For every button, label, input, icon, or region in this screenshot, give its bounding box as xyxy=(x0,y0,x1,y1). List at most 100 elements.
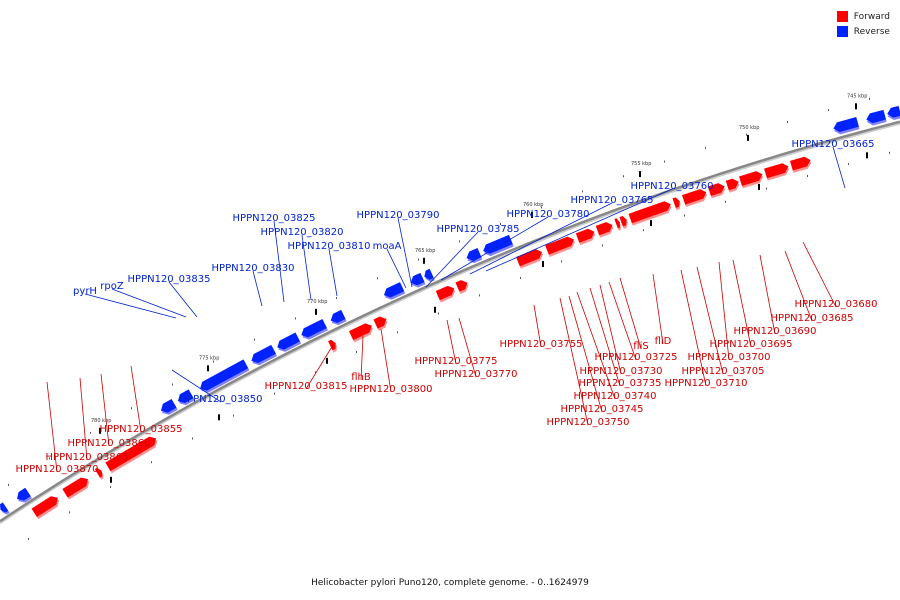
reverse-gene-4 xyxy=(200,359,250,393)
minor-tick xyxy=(295,317,296,320)
reverse-gene-9-body xyxy=(383,282,405,298)
leader-line xyxy=(568,295,603,413)
forward-gene-18 xyxy=(707,183,726,199)
forward-gene-13-body xyxy=(614,218,620,229)
reverse-gene-6 xyxy=(277,332,302,352)
minor-tick xyxy=(274,392,275,395)
forward-gene-6-body xyxy=(328,339,336,351)
major-tick xyxy=(218,414,220,421)
major-tick xyxy=(531,212,533,218)
reverse-gene-0-body xyxy=(0,502,9,513)
reverse-gene-7 xyxy=(301,319,328,340)
leader-line xyxy=(380,328,392,393)
reverse-gene-16 xyxy=(887,105,900,121)
major-tick xyxy=(434,306,436,313)
leader-line xyxy=(718,261,730,361)
major-tick xyxy=(758,183,760,190)
leader-line xyxy=(832,146,846,189)
leader-line xyxy=(328,248,338,297)
forward-gene-1 xyxy=(62,477,90,500)
minor-tick xyxy=(28,537,29,540)
gene-label: HPPN120_03695 xyxy=(710,339,793,350)
forward-gene-20 xyxy=(739,171,764,189)
minor-tick xyxy=(90,431,91,434)
gene-label: rpoZ xyxy=(100,281,124,292)
reverse-gene-0 xyxy=(0,502,10,515)
forward-gene-8-body xyxy=(455,280,468,292)
reverse-gene-9 xyxy=(383,282,406,300)
gene-label: pyrH xyxy=(73,286,97,297)
forward-gene-5-body xyxy=(373,316,387,329)
forward-gene-2 xyxy=(94,467,104,480)
leader-line xyxy=(652,273,664,345)
forward-gene-14 xyxy=(619,215,628,229)
reverse-gene-8 xyxy=(330,309,347,326)
forward-gene-22 xyxy=(789,156,812,173)
tick-label: 775 kbp xyxy=(199,355,219,361)
gene-label: HPPN120_03680 xyxy=(795,299,878,310)
forward-gene-16 xyxy=(672,197,681,211)
leader-line xyxy=(469,202,613,275)
minor-tick xyxy=(664,160,665,163)
leader-line xyxy=(533,304,542,348)
reverse-gene-14-body xyxy=(833,117,859,133)
minor-tick xyxy=(397,331,398,334)
leader-line xyxy=(576,291,616,400)
forward-gene-18-body xyxy=(707,183,725,197)
forward-gene-17-body xyxy=(682,189,707,205)
major-tick xyxy=(639,171,641,178)
forward-gene-19-body xyxy=(725,178,739,191)
minor-tick xyxy=(356,351,357,353)
gene-label: HPPN120_03835 xyxy=(128,274,211,285)
minor-tick xyxy=(192,437,193,440)
major-tick xyxy=(650,220,652,227)
forward-gene-8 xyxy=(455,280,469,294)
tick-label: 760 kbp xyxy=(523,202,543,208)
forward-gene-2-body xyxy=(94,467,103,478)
gene-label: HPPN120_03745 xyxy=(561,404,644,415)
minor-tick xyxy=(377,277,378,280)
minor-tick xyxy=(807,175,808,177)
forward-gene-17 xyxy=(682,189,708,208)
gene-label: HPPN120_03855 xyxy=(100,424,183,435)
minor-tick xyxy=(848,163,849,166)
reverse-gene-14 xyxy=(833,117,860,135)
gene-label: HPPN120_03780 xyxy=(507,209,590,220)
reverse-gene-1 xyxy=(17,487,33,503)
leader-line xyxy=(458,317,477,378)
leader-line xyxy=(608,281,637,361)
leader-line xyxy=(168,281,198,318)
gene-label: HPPN120_03685 xyxy=(771,313,854,324)
minor-tick xyxy=(869,97,870,100)
gene-label: HPPN120_03815 xyxy=(265,381,348,392)
minor-tick xyxy=(479,294,480,297)
reverse-gene-11-body xyxy=(424,268,434,280)
leader-line xyxy=(273,220,285,303)
gene-label: HPPN120_03825 xyxy=(233,213,316,224)
forward-gene-1-body xyxy=(62,477,88,498)
reverse-gene-3 xyxy=(177,389,195,406)
major-tick xyxy=(326,357,328,364)
leader-line xyxy=(485,188,673,272)
gene-label: HPPN120_03730 xyxy=(580,366,663,377)
gene-label: HPPN120_03735 xyxy=(579,378,662,389)
gene-layer xyxy=(0,105,900,520)
reverse-gene-1-body xyxy=(17,487,31,501)
forward-gene-21 xyxy=(764,163,790,181)
tick-label: 770 kbp xyxy=(307,299,327,305)
major-tick xyxy=(207,365,209,372)
gene-label: HPPN120_03800 xyxy=(350,384,433,395)
gene-label: moaA xyxy=(373,241,402,252)
backbone-shadow xyxy=(0,122,900,525)
minor-tick xyxy=(684,214,685,217)
reverse-gene-8-body xyxy=(330,309,346,323)
gene-label: HPPN120_03750 xyxy=(547,417,630,428)
reverse-gene-13-body xyxy=(483,234,513,254)
gene-label: HPPN120_03860 xyxy=(68,438,151,449)
reverse-gene-6-body xyxy=(277,332,301,350)
minor-tick xyxy=(213,360,214,363)
reverse-gene-12-body xyxy=(466,248,482,261)
forward-gene-19 xyxy=(725,178,740,193)
leader-line xyxy=(84,293,177,319)
minor-tick xyxy=(582,190,583,193)
